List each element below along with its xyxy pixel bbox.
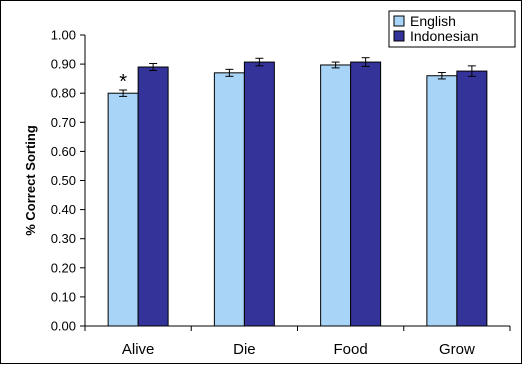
bar-english-die bbox=[213, 72, 245, 327]
legend-label-english: English bbox=[410, 13, 456, 29]
y-tick-label: 0.60 bbox=[51, 144, 76, 159]
y-tick-label: 0.40 bbox=[51, 202, 76, 217]
bar-english-grow bbox=[426, 75, 458, 327]
bar-indonesian-die bbox=[243, 61, 275, 327]
y-tick-label: 0.20 bbox=[51, 260, 76, 275]
x-category-label: Die bbox=[233, 341, 256, 358]
bar-indonesian-grow bbox=[456, 70, 488, 327]
bar-english-alive bbox=[107, 92, 139, 327]
y-tick-label: 0.80 bbox=[51, 86, 76, 101]
x-category-label: Grow bbox=[439, 341, 475, 358]
y-tick-label: 0.90 bbox=[51, 57, 76, 72]
y-tick-label: 0.00 bbox=[51, 319, 76, 334]
y-tick-label: 1.00 bbox=[51, 28, 76, 43]
bar-indonesian-food bbox=[350, 61, 382, 327]
legend-label-indonesian: Indonesian bbox=[410, 28, 479, 44]
y-axis-label: % Correct Sorting bbox=[23, 125, 38, 236]
labels: 0.00 0.10 0.20 0.30 0.40 0.50 0.60 0.70 0.80 0.90… bbox=[23, 28, 475, 359]
bars bbox=[107, 57, 488, 327]
legend-swatch-english bbox=[393, 15, 405, 27]
y-tick-label: 0.30 bbox=[51, 231, 76, 246]
significance-marker: * bbox=[119, 71, 127, 93]
bar-english-food bbox=[320, 64, 352, 327]
y-tick-label: 0.50 bbox=[51, 173, 76, 188]
y-tick-label: 0.10 bbox=[51, 289, 76, 304]
x-category-label: Alive bbox=[122, 341, 155, 358]
legend-box bbox=[388, 10, 516, 48]
y-tick-label: 0.70 bbox=[51, 115, 76, 130]
legend-swatch-indonesian bbox=[393, 30, 405, 42]
bar-indonesian-alive bbox=[137, 66, 169, 327]
x-category-label: Food bbox=[334, 341, 368, 358]
